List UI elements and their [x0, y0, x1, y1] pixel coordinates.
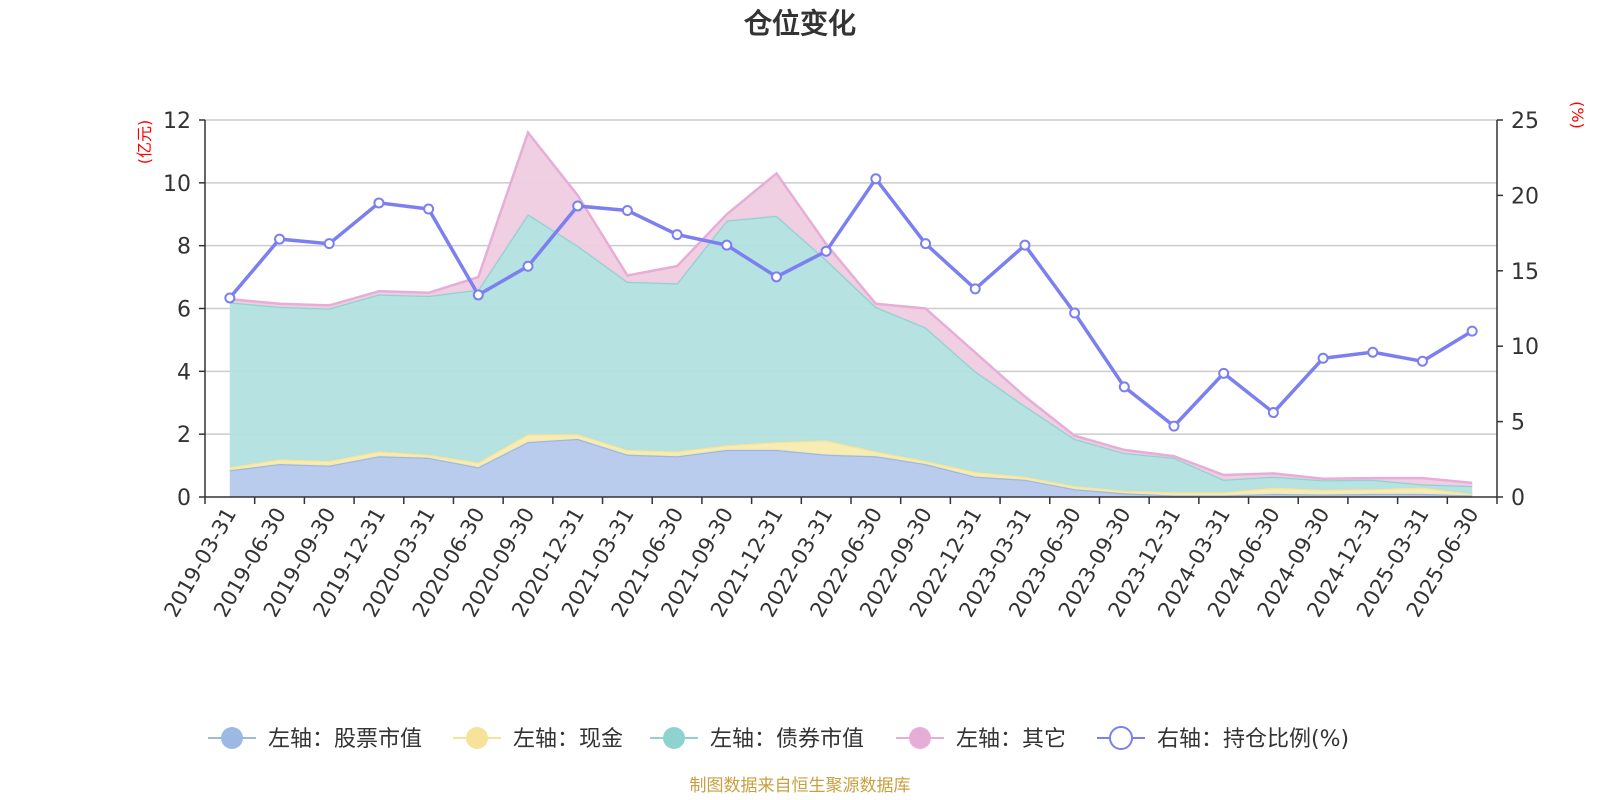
left-axis-tick-label: 10: [163, 172, 191, 197]
ratio-point: [224, 292, 236, 304]
legend-label-3: 左轴：其它: [956, 727, 1066, 752]
right-axis-tick-label: 25: [1511, 109, 1539, 134]
legend-marker-0: [221, 727, 243, 749]
legend-marker-4: [1109, 726, 1133, 750]
ratio-point: [373, 197, 385, 209]
ratio-point: [969, 283, 981, 295]
left-axis-tick-label: 4: [177, 360, 191, 385]
stacked-areas: [229, 130, 1473, 497]
right-axis-tick-label: 0: [1511, 486, 1525, 511]
ratio-point: [423, 203, 435, 215]
left-axis-tick-label: 8: [177, 235, 191, 260]
ratio-point: [1168, 420, 1180, 432]
ratio-line-path: [228, 175, 1474, 429]
ratio-point: [621, 204, 633, 216]
left-axis-tick-label: 2: [177, 423, 191, 448]
ratio-point: [920, 238, 932, 250]
ratio-point: [1069, 307, 1081, 319]
right-axis-tick-label: 15: [1511, 260, 1539, 285]
area-series-2: [229, 214, 1473, 494]
ratio-point: [671, 229, 683, 241]
ratio-point: [721, 239, 733, 251]
position-ratio-line: [224, 173, 1478, 432]
ratio-point: [820, 245, 832, 257]
area-series-edge-3: [229, 130, 1473, 485]
ratio-point: [1267, 407, 1279, 419]
area-series-0: [229, 438, 1473, 497]
legend-marker-3: [909, 727, 931, 749]
ratio-point: [1317, 352, 1329, 364]
right-axis-tick-label: 20: [1511, 184, 1539, 209]
left-axis-tick-label: 6: [177, 298, 191, 323]
area-series-3: [229, 132, 1473, 486]
right-axis-tick-label: 5: [1511, 411, 1525, 436]
left-axis-tick-label: 0: [177, 486, 191, 511]
right-axis-unit: (%): [1568, 101, 1587, 129]
ratio-point: [770, 271, 782, 283]
legend-marker-1: [466, 727, 488, 749]
ratio-point: [522, 260, 534, 272]
ratio-point: [1118, 381, 1130, 393]
ratio-point: [1019, 239, 1031, 251]
ratio-point: [572, 200, 584, 212]
legend-label-4: 右轴：持仓比例(%): [1157, 727, 1349, 752]
left-axis-unit: (亿元): [135, 120, 154, 165]
ratio-point: [323, 238, 335, 250]
ratio-point: [274, 233, 286, 245]
ratio-point: [472, 289, 484, 301]
right-axis-tick-label: 10: [1511, 335, 1539, 360]
legend-marker-2: [663, 727, 685, 749]
ratio-point: [1466, 325, 1478, 337]
data-source-note: 制图数据来自恒生聚源数据库: [690, 776, 911, 796]
ratio-point: [1416, 355, 1428, 367]
legend: 左轴：股票市值 左轴：现金 左轴：债券市值 左轴：其它 右轴：持仓比例(%): [208, 726, 1349, 752]
ratio-point: [1367, 346, 1379, 358]
legend-label-1: 左轴：现金: [513, 727, 623, 752]
legend-label-0: 左轴：股票市值: [268, 727, 422, 752]
left-axis-tick-label: 12: [163, 109, 191, 134]
legend-label-2: 左轴：债券市值: [710, 727, 864, 752]
chart-title: 仓位变化: [744, 7, 856, 40]
ratio-point: [1218, 367, 1230, 379]
ratio-point: [870, 173, 882, 185]
